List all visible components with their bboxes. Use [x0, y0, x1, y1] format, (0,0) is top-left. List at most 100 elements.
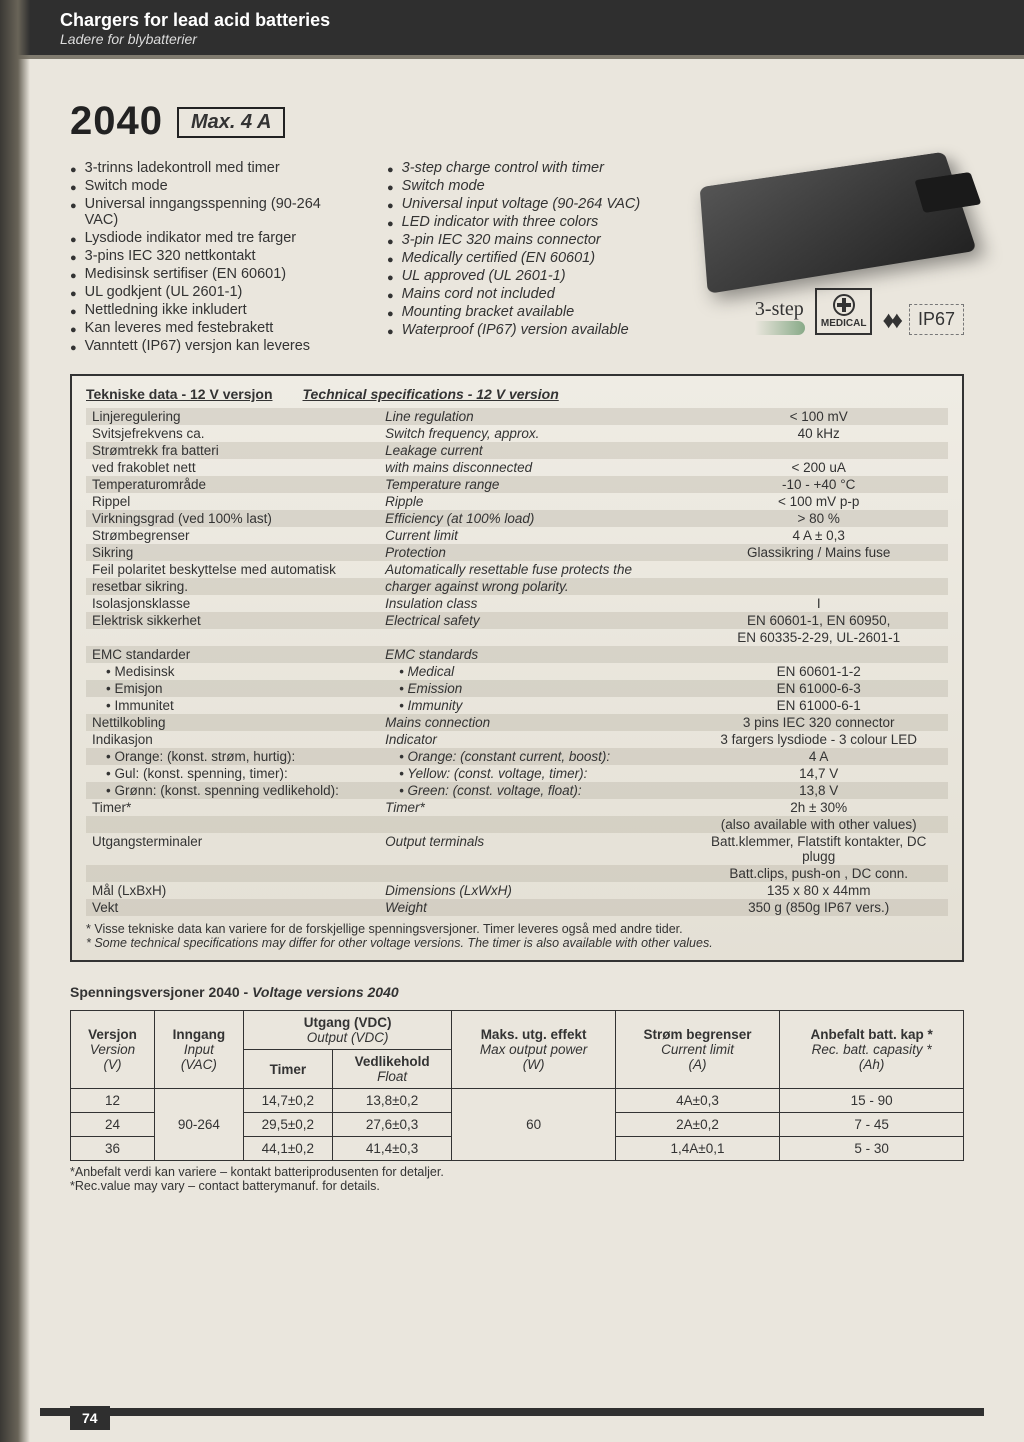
spec-headers: Tekniske data - 12 V versjon Technical s…	[86, 386, 948, 402]
spec-cell-val: 4 A ± 0,3	[689, 527, 948, 544]
feature-item-en: Universal input voltage (90-264 VAC)	[387, 196, 674, 212]
spec-row: • Emisjon• EmissionEN 61000-6-3	[86, 680, 948, 697]
spec-footnote-en: * Some technical specifications may diff…	[86, 936, 948, 950]
feature-item-no: UL godkjent (UL 2601-1)	[70, 284, 357, 300]
spec-cell-val: 14,7 V	[689, 765, 948, 782]
spec-row: StrømbegrenserCurrent limit4 A ± 0,3	[86, 527, 948, 544]
spec-cell-no	[86, 865, 379, 882]
page-footer: 74	[40, 1408, 984, 1430]
spec-cell-en: • Immunity	[379, 697, 689, 714]
spec-cell-en: • Medical	[379, 663, 689, 680]
spec-cell-en: Automatically resettable fuse protects t…	[379, 561, 689, 578]
spec-cell-en: Weight	[379, 899, 689, 916]
spec-cell-val: < 200 uA	[689, 459, 948, 476]
spec-footnote-no: * Visse tekniske data kan variere for de…	[86, 922, 948, 936]
vth-curlimit: Strøm begrenserCurrent limit(A)	[615, 1011, 779, 1089]
spec-row: Svitsjefrekvens ca.Switch frequency, app…	[86, 425, 948, 442]
spec-cell-val	[689, 646, 948, 663]
spec-cell-en: Indicator	[379, 731, 689, 748]
feature-item-no: Medisinsk sertifiser (EN 60601)	[70, 266, 357, 282]
max-current-box: Max. 4 A	[177, 107, 285, 138]
spec-row: LinjereguleringLine regulation< 100 mV	[86, 408, 948, 425]
spec-row: Batt.clips, push-on , DC conn.	[86, 865, 948, 882]
spec-cell-val: < 100 mV	[689, 408, 948, 425]
spec-cell-no: Nettilkobling	[86, 714, 379, 731]
spec-row: • Immunitet• ImmunityEN 61000-6-1	[86, 697, 948, 714]
spec-cell-no: Utgangsterminaler	[86, 833, 379, 865]
spec-cell-val: 350 g (850g IP67 vers.)	[689, 899, 948, 916]
feature-item-en: UL approved (UL 2601-1)	[387, 268, 674, 284]
spec-cell-val: EN 60601-1-2	[689, 663, 948, 680]
vth-reccap: Anbefalt batt. kap *Rec. batt. capasity …	[780, 1011, 964, 1089]
page-header: Chargers for lead acid batteries Ladere …	[0, 0, 1024, 59]
feature-item-en: Mounting bracket available	[387, 304, 674, 320]
spec-cell-no: Isolasjonsklasse	[86, 595, 379, 612]
spec-cell-no: Strømbegrenser	[86, 527, 379, 544]
spec-cell-en: Timer*	[379, 799, 689, 816]
spec-footnote: * Visse tekniske data kan variere for de…	[86, 922, 948, 950]
spec-cell-no: Linjeregulering	[86, 408, 379, 425]
vth-input: InngangInput(VAC)	[154, 1011, 243, 1089]
spec-row: RippelRipple< 100 mV p-p	[86, 493, 948, 510]
spec-cell-en: Dimensions (LxWxH)	[379, 882, 689, 899]
spec-cell-no: ved frakoblet nett	[86, 459, 379, 476]
spec-cell-en: Temperature range	[379, 476, 689, 493]
header-title-en: Chargers for lead acid batteries	[60, 10, 984, 31]
spec-cell-val	[689, 442, 948, 459]
voltage-row: 12 90-264 14,7±0,2 13,8±0,2 60 4A±0,3 15…	[71, 1089, 964, 1113]
voltage-versions-table: VersjonVersion(V) InngangInput(VAC) Utga…	[70, 1010, 964, 1161]
spec-row: resetbar sikring.charger against wrong p…	[86, 578, 948, 595]
feature-item-en: Waterproof (IP67) version available	[387, 322, 674, 338]
spec-header-no: Tekniske data - 12 V versjon	[86, 386, 273, 402]
spec-cell-no: • Grønn: (konst. spenning vedlikehold):	[86, 782, 379, 799]
features-list-en: 3-step charge control with timerSwitch m…	[387, 158, 674, 340]
spec-cell-val: EN 61000-6-3	[689, 680, 948, 697]
feature-item-en: 3-pin IEC 320 mains connector	[387, 232, 674, 248]
feature-item-no: Vanntett (IP67) versjon kan leveres	[70, 338, 357, 354]
spec-cell-en	[379, 865, 689, 882]
feature-area: 3-trinns ladekontroll med timer Switch mo…	[70, 158, 964, 356]
spec-table: LinjereguleringLine regulation< 100 mVSv…	[86, 408, 948, 916]
spec-cell-en: charger against wrong polarity.	[379, 578, 689, 595]
feature-item-no: Kan leveres med festebrakett	[70, 320, 357, 336]
spec-cell-no: Virkningsgrad (ved 100% last)	[86, 510, 379, 527]
spec-cell-val: < 100 mV p-p	[689, 493, 948, 510]
feature-item-no: 3-trinns ladekontroll med timer	[70, 160, 357, 176]
spec-cell-val: EN 60335-2-29, UL-2601-1	[689, 629, 948, 646]
feature-item-en: Medically certified (EN 60601)	[387, 250, 674, 266]
spec-cell-val: I	[689, 595, 948, 612]
charger-illustration	[700, 152, 977, 294]
spec-cell-no: Timer*	[86, 799, 379, 816]
spec-row: IndikasjonIndicator3 fargers lysdiode - …	[86, 731, 948, 748]
vth-output-timer: Timer	[243, 1050, 332, 1089]
spec-cell-val: Glassikring / Mains fuse	[689, 544, 948, 561]
drops-icon: ♦♦	[882, 307, 899, 335]
voltage-footnote: *Anbefalt verdi kan variere – kontakt ba…	[70, 1165, 964, 1193]
spec-row: • Grønn: (konst. spenning vedlikehold):•…	[86, 782, 948, 799]
spec-cell-val: 4 A	[689, 748, 948, 765]
feature-item-no: Universal inngangsspenning (90-264 VAC)	[70, 196, 357, 228]
spec-cell-no	[86, 816, 379, 833]
spec-cell-en: Current limit	[379, 527, 689, 544]
spec-cell-no: Temperaturområde	[86, 476, 379, 493]
header-title-no: Ladere for blybatterier	[60, 31, 984, 47]
spec-cell-no: Elektrisk sikkerhet	[86, 612, 379, 629]
spec-cell-en: • Green: (const. voltage, float):	[379, 782, 689, 799]
feature-item-no: Switch mode	[70, 178, 357, 194]
spec-row: EN 60335-2-29, UL-2601-1	[86, 629, 948, 646]
spec-cell-val: EN 61000-6-1	[689, 697, 948, 714]
spec-cell-no: • Orange: (konst. strøm, hurtig):	[86, 748, 379, 765]
model-heading: 2040 Max. 4 A	[70, 99, 964, 144]
feature-item-no: 3-pins IEC 320 nettkontakt	[70, 248, 357, 264]
spec-cell-no: Rippel	[86, 493, 379, 510]
page-left-shadow	[0, 0, 30, 1442]
badge-arrow-icon	[755, 321, 805, 335]
feature-item-no: Lysdiode indikator med tre farger	[70, 230, 357, 246]
spec-cell-en: EMC standards	[379, 646, 689, 663]
spec-cell-val: 13,8 V	[689, 782, 948, 799]
spec-cell-en: • Emission	[379, 680, 689, 697]
spec-cell-no: Indikasjon	[86, 731, 379, 748]
vfoot-en: *Rec.value may vary – contact batteryman…	[70, 1179, 964, 1193]
spec-row: IsolasjonsklasseInsulation classI	[86, 595, 948, 612]
spec-cell-en: Efficiency (at 100% load)	[379, 510, 689, 527]
